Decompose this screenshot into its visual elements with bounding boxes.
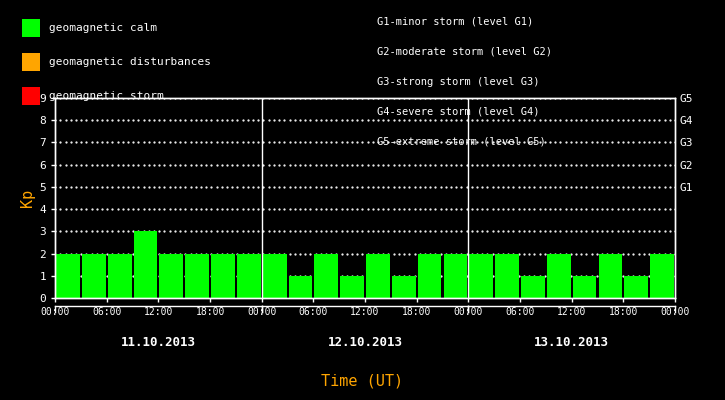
Bar: [237, 254, 261, 298]
Bar: [56, 254, 80, 298]
Bar: [315, 254, 338, 298]
Text: Time (UT): Time (UT): [321, 373, 404, 388]
Bar: [573, 276, 597, 298]
Y-axis label: Kp: Kp: [20, 189, 35, 207]
Bar: [392, 276, 415, 298]
Text: geomagnetic disturbances: geomagnetic disturbances: [49, 57, 210, 67]
Bar: [495, 254, 519, 298]
Bar: [186, 254, 209, 298]
Bar: [160, 254, 183, 298]
Bar: [650, 254, 674, 298]
Text: geomagnetic calm: geomagnetic calm: [49, 23, 157, 33]
Bar: [262, 254, 286, 298]
Bar: [82, 254, 106, 298]
Bar: [521, 276, 544, 298]
Bar: [340, 276, 364, 298]
Text: G2-moderate storm (level G2): G2-moderate storm (level G2): [377, 47, 552, 57]
Text: G1-minor storm (level G1): G1-minor storm (level G1): [377, 17, 534, 27]
Bar: [211, 254, 235, 298]
Text: G4-severe storm (level G4): G4-severe storm (level G4): [377, 107, 539, 117]
Bar: [108, 254, 131, 298]
Text: 13.10.2013: 13.10.2013: [534, 336, 609, 348]
Bar: [133, 231, 157, 298]
Bar: [418, 254, 442, 298]
Bar: [444, 254, 468, 298]
Bar: [366, 254, 390, 298]
Bar: [289, 276, 312, 298]
Bar: [624, 276, 648, 298]
Bar: [599, 254, 622, 298]
Text: geomagnetic storm: geomagnetic storm: [49, 91, 163, 101]
Text: 12.10.2013: 12.10.2013: [328, 336, 402, 348]
Text: G3-strong storm (level G3): G3-strong storm (level G3): [377, 77, 539, 87]
Bar: [547, 254, 571, 298]
Text: 11.10.2013: 11.10.2013: [121, 336, 196, 348]
Text: G5-extreme storm (level G5): G5-extreme storm (level G5): [377, 137, 546, 147]
Bar: [469, 254, 493, 298]
